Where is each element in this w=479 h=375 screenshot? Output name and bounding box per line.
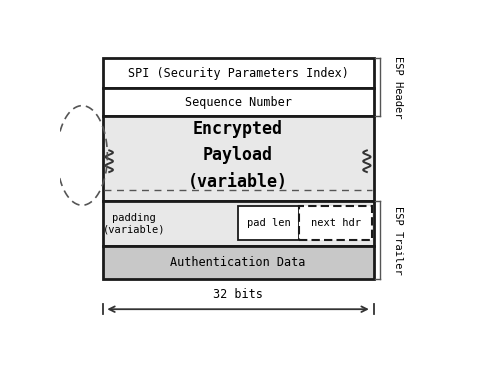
Bar [299, 206, 373, 240]
Text: SPI (Security Parameters Index): SPI (Security Parameters Index) [127, 67, 349, 80]
Bar [103, 58, 374, 88]
Text: 32 bits: 32 bits [213, 288, 263, 301]
Bar [238, 206, 299, 240]
Text: Sequence Number: Sequence Number [184, 96, 292, 108]
Text: pad len: pad len [247, 218, 290, 228]
Text: next hdr: next hdr [311, 218, 361, 228]
Bar [103, 246, 374, 279]
Text: Authentication Data: Authentication Data [171, 256, 306, 269]
Bar [103, 201, 374, 246]
Text: Encrypted
Payload
(variable): Encrypted Payload (variable) [188, 120, 288, 191]
Text: padding
(variable): padding (variable) [103, 213, 165, 234]
Text: ESP Header: ESP Header [393, 56, 403, 118]
Bar [103, 88, 374, 116]
Bar [103, 116, 374, 201]
Text: ESP Trailer: ESP Trailer [393, 206, 403, 274]
